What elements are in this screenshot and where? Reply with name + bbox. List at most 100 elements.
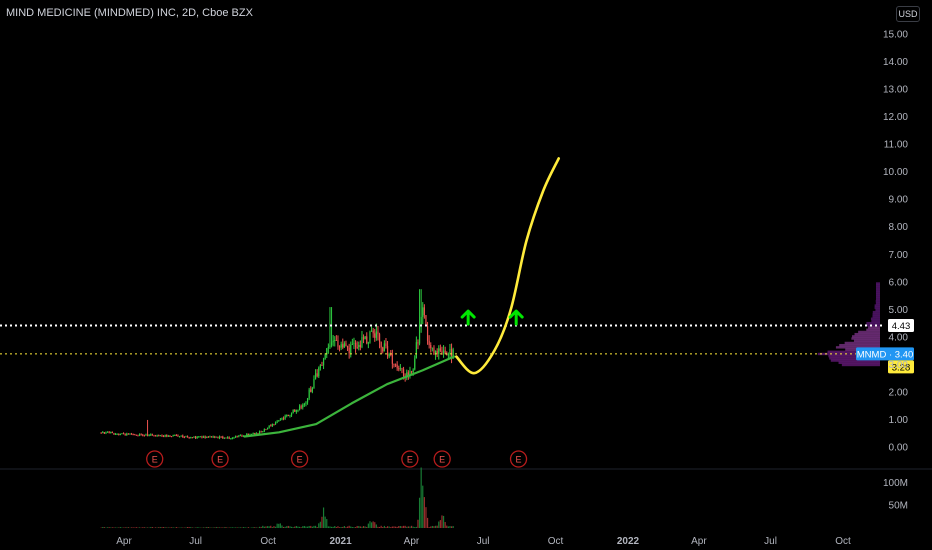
candle-body <box>393 363 395 365</box>
time-tick-label: 2022 <box>617 536 640 547</box>
candle-body <box>254 433 256 435</box>
candle-body <box>175 434 177 436</box>
candle-body <box>382 347 384 352</box>
candle-body <box>169 435 171 437</box>
volume-bar <box>214 527 216 528</box>
candle-body <box>423 307 425 316</box>
candle-body <box>426 326 429 341</box>
candle-body <box>167 435 169 437</box>
candle-body <box>337 340 339 347</box>
volume-bar <box>415 526 417 528</box>
candle-body <box>262 431 264 433</box>
volume-bar <box>410 525 413 528</box>
candle-body <box>394 364 397 366</box>
volume-bar <box>289 526 291 528</box>
candle-body <box>228 437 230 439</box>
volume-bar <box>417 519 419 528</box>
candle-body <box>319 365 321 368</box>
volume-bar <box>282 526 285 528</box>
price-tick-label: 8.00 <box>889 222 909 233</box>
candle-body <box>252 433 254 435</box>
candle-body <box>335 339 337 341</box>
candle-body <box>302 404 304 408</box>
candle-body <box>246 433 248 436</box>
volume-bar <box>196 527 198 528</box>
currency-badge[interactable]: USD <box>896 6 920 22</box>
volume-bar <box>167 527 169 528</box>
volume-profile-bar <box>839 343 880 347</box>
candle-body <box>369 331 371 343</box>
candle-body <box>110 432 112 434</box>
candle-body <box>129 433 131 435</box>
volume-profile-bar <box>872 310 880 314</box>
candle-body <box>279 419 281 421</box>
volume-bar <box>386 526 389 528</box>
volume-bar <box>391 526 393 528</box>
candle-body <box>345 343 347 347</box>
volume-bar <box>258 526 261 528</box>
candle-body <box>132 434 134 436</box>
volume-bar <box>380 525 382 528</box>
candle-body <box>126 433 128 436</box>
volume-bar <box>439 520 441 528</box>
volume-bar <box>297 526 299 528</box>
candle-body <box>449 348 451 355</box>
candle-body <box>271 424 273 426</box>
price-tag-label: 3.28 <box>892 362 911 373</box>
volume-bar <box>262 525 264 528</box>
candle-body <box>399 368 401 370</box>
volume-bar <box>159 527 161 528</box>
candle-body <box>286 414 288 416</box>
candles <box>100 289 454 440</box>
candle-body <box>334 339 336 341</box>
volume-bar <box>204 527 206 528</box>
volume-bar <box>345 527 347 528</box>
price-tick-label: 0.00 <box>889 442 909 453</box>
candle-body <box>135 434 137 436</box>
candle-body <box>182 435 184 438</box>
volume-bar <box>436 525 438 528</box>
candle-body <box>150 434 152 436</box>
volume-bar <box>209 527 211 528</box>
candle-body <box>402 369 405 377</box>
volume-bar <box>446 525 448 528</box>
candle-body <box>362 337 365 340</box>
volume-bar <box>313 525 315 528</box>
volume-bar <box>377 526 379 528</box>
volume-bar <box>311 526 313 528</box>
candle-body <box>300 406 302 408</box>
candle-body <box>327 347 329 349</box>
volume-bar <box>318 523 320 528</box>
volume-bar <box>338 527 341 528</box>
time-tick-label: Jul <box>764 536 777 547</box>
candle-body <box>383 343 385 352</box>
volume-bar <box>268 526 270 528</box>
volume-bar <box>340 526 342 528</box>
volume-profile-bar <box>838 361 880 364</box>
candle-body <box>378 334 381 342</box>
volume-bar <box>236 527 238 528</box>
volume-bar <box>418 497 421 528</box>
candle-body <box>354 342 357 348</box>
volume-bar <box>180 527 182 528</box>
volume-bar <box>334 526 336 528</box>
volume-profile-bar <box>871 319 880 323</box>
candle-body <box>367 342 369 344</box>
candle-body <box>116 433 118 435</box>
volume-bar <box>450 526 453 528</box>
candle-body <box>206 436 208 438</box>
volume-profile-bar <box>841 363 880 367</box>
candle-body <box>236 436 238 438</box>
volume-bar <box>302 526 304 528</box>
price-tick-label: 2.00 <box>889 387 909 398</box>
candle-body <box>361 337 363 348</box>
candle-body <box>207 436 209 438</box>
candle-body <box>148 435 150 437</box>
candle-body <box>210 436 213 438</box>
earnings-label: E <box>439 455 445 465</box>
candle-body <box>425 315 427 327</box>
volume-bar <box>348 525 350 528</box>
volume-profile-bar <box>876 286 880 290</box>
volume-bar <box>292 527 294 528</box>
